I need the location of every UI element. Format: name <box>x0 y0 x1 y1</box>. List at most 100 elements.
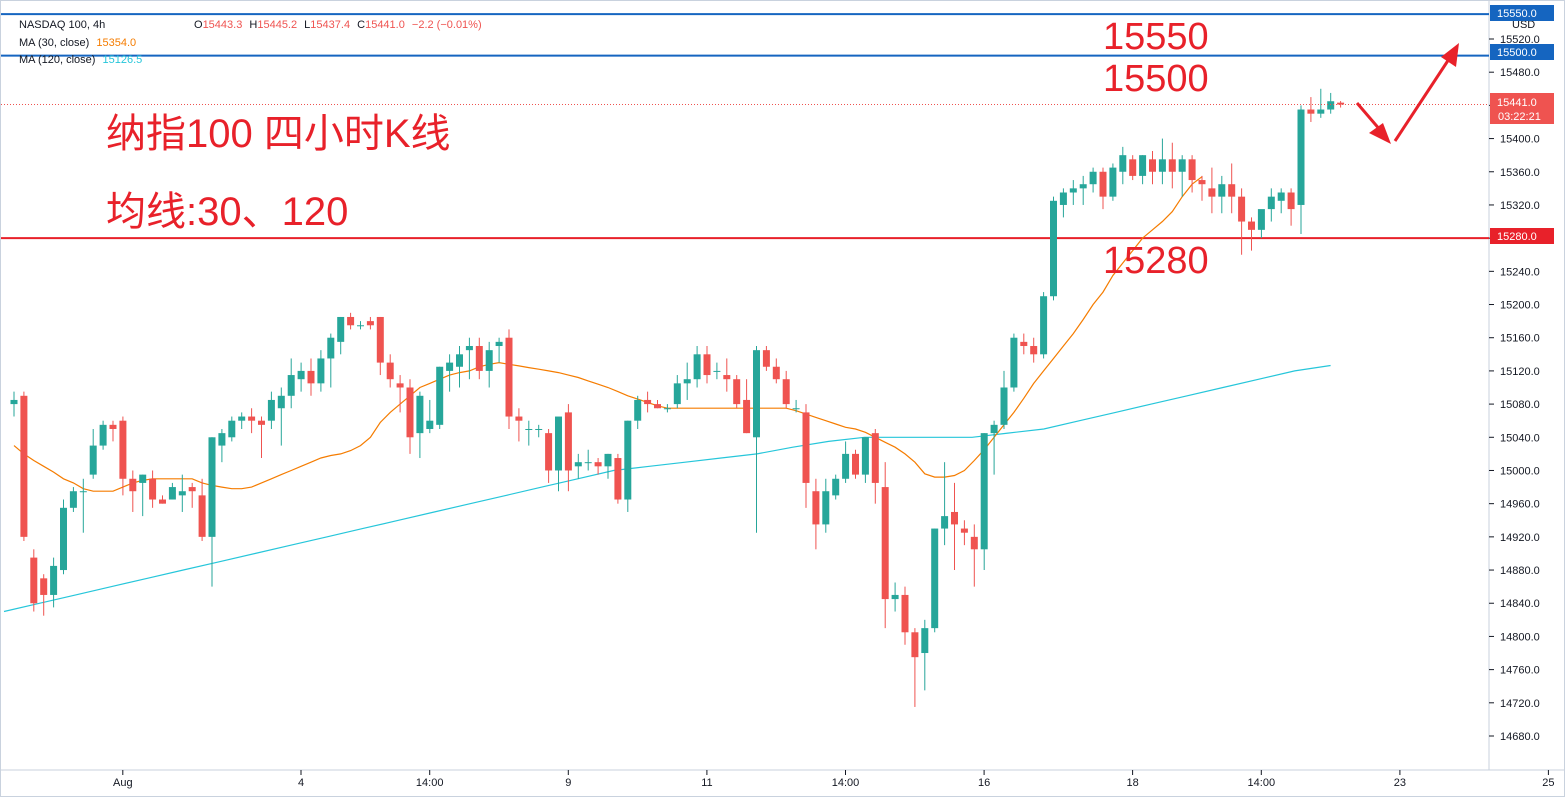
candle-body <box>555 416 562 471</box>
candle <box>337 316 345 355</box>
candle <box>842 441 850 483</box>
candle <box>1317 88 1325 118</box>
price-tick-label: 14720.0 <box>1500 698 1540 710</box>
candle-body <box>723 375 731 380</box>
candle <box>1168 142 1176 189</box>
candle <box>317 350 325 392</box>
bar-countdown: 03:22:21 <box>1498 111 1541 123</box>
candle <box>396 375 404 413</box>
candle <box>931 528 939 633</box>
candle-body <box>654 404 661 409</box>
candle <box>376 316 384 376</box>
candle <box>525 420 533 446</box>
candle <box>683 362 691 400</box>
candle <box>743 379 751 434</box>
candle-body <box>980 433 988 550</box>
candle-body <box>89 445 97 475</box>
candle <box>604 453 612 479</box>
candle-body <box>406 387 414 438</box>
candle <box>901 586 909 645</box>
candle <box>20 391 28 542</box>
candle <box>832 474 840 500</box>
candle-body <box>1238 196 1246 222</box>
candle-body <box>188 487 196 492</box>
candle <box>1307 97 1315 122</box>
candle-body <box>1208 188 1216 197</box>
candle-body <box>1168 159 1176 172</box>
candle <box>951 482 958 571</box>
candle <box>436 366 444 429</box>
legend-c-value: 15441.0 <box>365 19 405 31</box>
forecast-arrow-up <box>1393 43 1459 142</box>
candle-body <box>753 350 760 438</box>
candle <box>1267 188 1275 222</box>
candle <box>168 482 176 500</box>
price-axis[interactable]: 14680.0 14720.0 14760.0 14800.0 14840.0 14880… <box>1489 34 1540 743</box>
candle <box>267 391 275 429</box>
candle-body <box>1337 102 1345 105</box>
candle <box>99 420 107 450</box>
candle-body <box>149 478 157 500</box>
price-tick-label: 15080.0 <box>1500 399 1540 411</box>
candle-body <box>267 399 275 421</box>
candle-body <box>901 594 909 633</box>
candle-body <box>357 325 364 327</box>
candle <box>228 416 236 442</box>
legend-ma30-label: MA (30, close) <box>19 37 89 49</box>
candle-body <box>238 416 246 421</box>
candle-body <box>792 408 800 410</box>
candle <box>624 420 632 512</box>
candle-body <box>1188 159 1196 181</box>
candle-body <box>1030 346 1038 355</box>
candle-body <box>1277 192 1285 201</box>
price-tick-label: 15520.0 <box>1500 34 1540 46</box>
candle-body <box>861 437 869 475</box>
candle <box>644 391 652 413</box>
candle-body <box>287 375 295 396</box>
candle <box>1188 155 1196 193</box>
candle <box>515 408 523 442</box>
candle <box>1287 188 1295 226</box>
candle-body <box>1129 159 1137 176</box>
candle-body <box>1069 188 1077 193</box>
candle-body <box>881 487 889 600</box>
candle-body <box>1079 184 1087 189</box>
candle-body <box>921 628 929 654</box>
candle <box>50 557 58 608</box>
candle <box>287 358 295 409</box>
candle-body <box>297 370 305 380</box>
candle-body <box>1089 171 1097 185</box>
price-tick-label: 14680.0 <box>1500 731 1540 743</box>
candle <box>149 470 157 508</box>
candle-body <box>594 462 602 467</box>
candle-body <box>277 395 285 409</box>
candle-body <box>168 487 176 500</box>
candle <box>159 495 166 504</box>
ma120-line-layer <box>3 364 1331 613</box>
candle <box>258 416 265 459</box>
annotation-ma-note: 均线:30、120 <box>106 190 348 234</box>
candle <box>505 329 513 429</box>
candle <box>960 520 968 546</box>
candle-body <box>1317 109 1325 114</box>
candle-body <box>1149 159 1156 172</box>
svg-text:15280.0: 15280.0 <box>1497 231 1537 243</box>
candle <box>891 582 899 612</box>
candle <box>762 346 770 371</box>
candle-body <box>79 491 87 493</box>
candle <box>1337 101 1345 108</box>
candle-body <box>762 350 770 367</box>
candle <box>634 395 642 429</box>
candle-body <box>1257 209 1265 230</box>
candle-body <box>1267 196 1275 210</box>
price-tick-label: 15160.0 <box>1500 333 1540 345</box>
candle <box>802 404 810 508</box>
candle-body <box>1218 184 1226 197</box>
legend-change: −2.2 (−0.01%) <box>412 19 482 31</box>
price-tick-label: 15240.0 <box>1500 266 1540 278</box>
candle-body <box>327 337 335 359</box>
candle-body <box>1198 180 1206 185</box>
candle-body <box>743 399 751 434</box>
candle-body <box>446 362 454 371</box>
